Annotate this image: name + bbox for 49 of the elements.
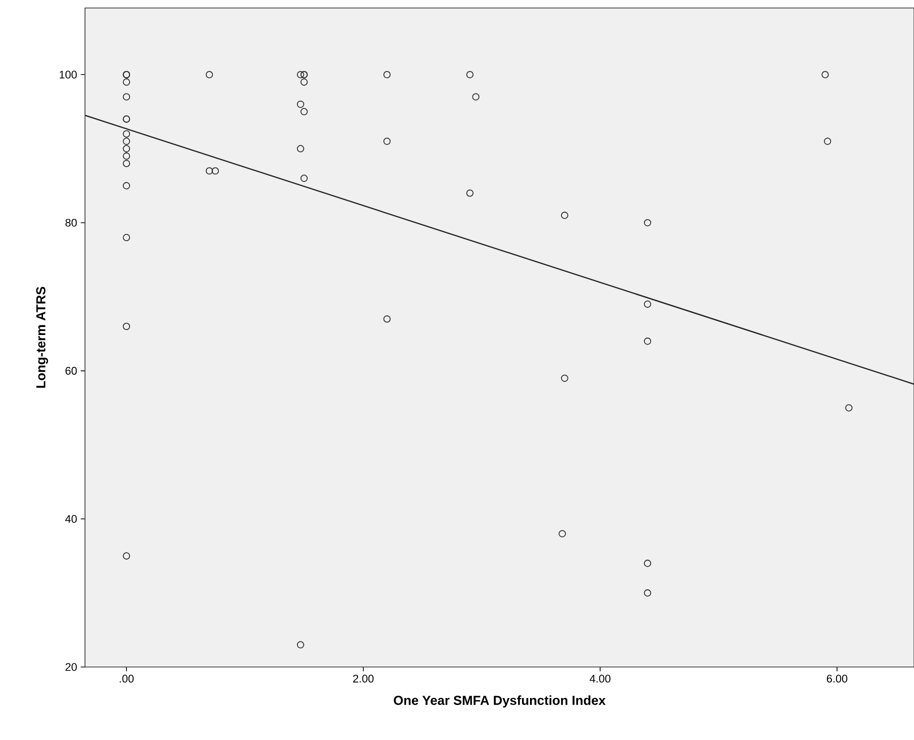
y-tick-label: 100	[60, 70, 77, 79]
point	[206, 167, 213, 175]
x-tick-label: 6.00	[826, 674, 848, 683]
point	[296, 70, 304, 78]
point	[560, 374, 568, 382]
point	[122, 152, 130, 160]
y-tick-label: 20	[66, 663, 77, 671]
point	[122, 130, 130, 138]
point	[296, 145, 304, 152]
point	[558, 530, 566, 538]
point	[822, 70, 829, 78]
point	[122, 93, 130, 100]
point	[644, 300, 652, 308]
point	[300, 108, 308, 116]
point	[122, 234, 130, 242]
x-tick-label: 4.00	[590, 674, 610, 683]
point	[122, 138, 130, 145]
point	[122, 552, 130, 560]
x-axis-title: One Year SMFA Dysfunction Index	[394, 695, 606, 708]
point	[296, 100, 304, 108]
y-tick-label: 60	[66, 366, 77, 375]
point	[644, 589, 652, 597]
point	[466, 70, 474, 78]
x-tick-label: .00	[120, 674, 134, 683]
y-axis-title: Long-term ATRS	[36, 286, 48, 388]
point	[644, 219, 652, 226]
point	[122, 160, 130, 168]
point	[383, 315, 391, 323]
point	[472, 93, 480, 100]
point	[383, 138, 391, 145]
y-tick-label: 40	[65, 515, 77, 523]
point	[383, 70, 391, 78]
x-tick-label: 2.00	[353, 674, 374, 683]
point	[644, 338, 652, 345]
point	[212, 167, 219, 175]
point	[122, 145, 130, 152]
point	[206, 70, 213, 78]
point	[845, 404, 853, 412]
point	[122, 322, 130, 330]
point	[300, 78, 308, 86]
y-tick-label: 80	[65, 218, 77, 227]
point	[296, 641, 304, 648]
point	[466, 189, 474, 197]
point	[560, 212, 568, 219]
point	[824, 138, 832, 145]
point	[644, 560, 652, 567]
point	[122, 182, 130, 190]
point	[122, 78, 130, 86]
point	[300, 174, 308, 182]
